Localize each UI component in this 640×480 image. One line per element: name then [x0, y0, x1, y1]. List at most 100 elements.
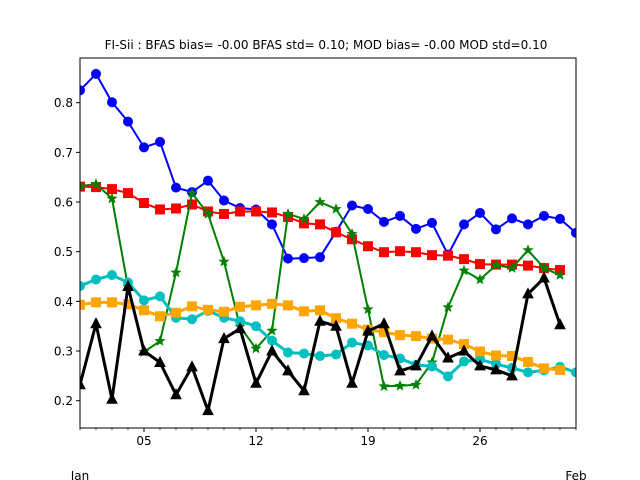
data-point — [315, 219, 325, 230]
data-point — [491, 350, 501, 361]
data-point — [571, 367, 576, 378]
data-point — [154, 355, 166, 367]
data-point — [362, 324, 374, 336]
data-point — [378, 317, 390, 329]
data-point — [202, 404, 214, 416]
chart-title: FI-Sii : BFAS bias= -0.00 BFAS std= 0.10… — [105, 38, 548, 52]
data-point — [475, 207, 485, 218]
data-point — [523, 260, 533, 271]
data-point — [315, 350, 325, 361]
data-point — [299, 348, 309, 359]
data-point — [155, 204, 165, 215]
data-point — [475, 259, 485, 270]
data-point — [379, 247, 389, 258]
data-point — [315, 305, 325, 316]
data-point — [123, 116, 133, 127]
data-point — [91, 68, 101, 79]
data-point — [107, 297, 117, 308]
data-point — [80, 85, 85, 96]
series-5 — [80, 271, 566, 416]
series-0 — [80, 68, 576, 264]
data-point — [80, 280, 85, 291]
data-point — [506, 262, 518, 273]
data-point — [80, 299, 85, 310]
data-point — [107, 270, 117, 281]
data-point — [282, 208, 294, 219]
data-point — [363, 241, 373, 252]
data-point — [123, 188, 133, 199]
data-point — [267, 207, 277, 218]
x-tick-label: 26 — [472, 434, 487, 448]
data-point — [346, 227, 358, 239]
data-point — [80, 180, 86, 191]
data-point — [80, 378, 86, 390]
data-point — [314, 196, 326, 207]
data-point — [490, 259, 502, 270]
data-point — [138, 344, 150, 356]
data-point — [362, 303, 374, 315]
data-point — [219, 208, 229, 219]
data-point — [154, 335, 166, 346]
data-point — [203, 304, 213, 315]
data-point — [442, 301, 454, 313]
data-point — [458, 264, 470, 276]
data-point — [219, 306, 229, 317]
data-point — [379, 216, 389, 227]
data-point — [459, 254, 469, 265]
data-point — [411, 247, 421, 258]
data-point — [571, 227, 576, 238]
x-tick-label: 05 — [136, 434, 151, 448]
data-point — [187, 314, 197, 325]
data-point — [235, 206, 245, 217]
data-point — [90, 178, 102, 189]
data-point — [251, 206, 261, 217]
data-point — [474, 359, 486, 371]
data-point — [394, 379, 406, 391]
data-point — [266, 324, 278, 336]
data-point — [283, 347, 293, 358]
data-point — [267, 298, 277, 309]
data-point — [299, 306, 309, 317]
data-point — [554, 318, 566, 330]
data-point — [107, 97, 117, 108]
data-point — [267, 335, 277, 346]
series-4 — [80, 297, 565, 375]
data-point — [538, 262, 550, 273]
data-point — [107, 184, 117, 195]
data-point — [539, 210, 549, 221]
data-point — [314, 314, 326, 326]
data-point — [443, 334, 453, 345]
data-point — [139, 295, 149, 306]
data-point — [347, 200, 357, 211]
data-point — [139, 305, 149, 316]
data-point — [91, 274, 101, 285]
data-point — [395, 210, 405, 221]
data-point — [250, 342, 262, 354]
data-point — [426, 329, 438, 341]
data-point — [170, 266, 182, 278]
data-point — [522, 244, 534, 255]
data-point — [379, 349, 389, 360]
y-tick-label: 0.5 — [54, 245, 73, 259]
x-month-label: Jan — [70, 469, 90, 480]
data-point — [186, 360, 198, 372]
data-point — [139, 142, 149, 153]
data-point — [491, 224, 501, 235]
data-point — [331, 227, 341, 238]
data-point — [378, 380, 390, 392]
data-point — [443, 371, 453, 382]
data-point — [283, 300, 293, 311]
data-point — [122, 279, 134, 291]
data-point — [90, 317, 102, 329]
data-point — [363, 203, 373, 214]
data-point — [251, 300, 261, 311]
data-point — [203, 175, 213, 186]
data-point — [490, 363, 502, 375]
data-point — [187, 301, 197, 312]
y-tick-label: 0.3 — [54, 345, 73, 359]
data-point — [427, 361, 437, 372]
data-point — [91, 297, 101, 308]
y-tick-label: 0.8 — [54, 96, 73, 110]
data-point — [171, 307, 181, 318]
data-point — [251, 321, 261, 332]
